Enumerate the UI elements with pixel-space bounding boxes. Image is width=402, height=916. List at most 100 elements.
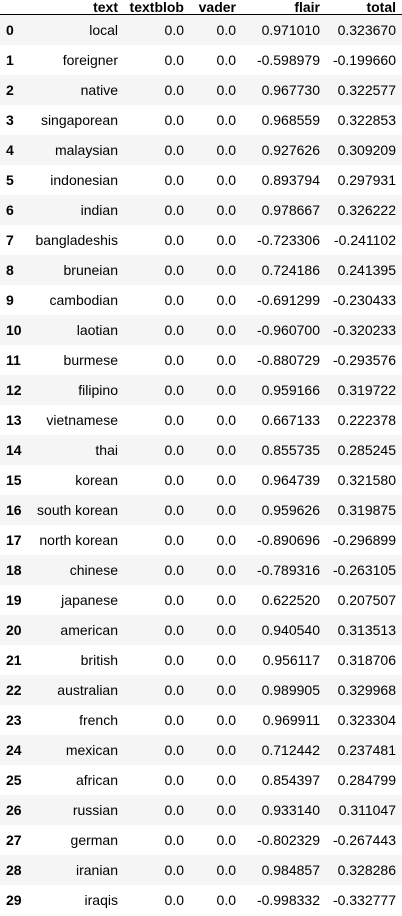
row-index: 9 — [6, 292, 14, 308]
row-index: 19 — [6, 592, 22, 608]
row-index: 7 — [6, 232, 14, 248]
cell-vader: 0.0 — [216, 622, 236, 638]
row-index: 28 — [6, 862, 22, 878]
table-row: 6 indian 0.0 0.0 0.978667 0.326222 — [0, 195, 402, 225]
cell-vader: 0.0 — [216, 202, 236, 218]
cell-total: 0.309209 — [337, 142, 396, 158]
header-row: text textblob vader flair total — [0, 0, 402, 15]
cell-flair: -0.880729 — [256, 352, 320, 368]
cell-textblob: 0.0 — [164, 712, 184, 728]
cell-text: north korean — [39, 532, 118, 548]
cell-flair: 0.712442 — [261, 742, 320, 758]
cell-flair: -0.789316 — [256, 562, 320, 578]
cell-text: french — [79, 712, 118, 728]
cell-textblob: 0.0 — [164, 862, 184, 878]
cell-vader: 0.0 — [216, 832, 236, 848]
cell-text: filipino — [78, 382, 118, 398]
cell-total: 0.313513 — [337, 622, 396, 638]
column-header-text: text — [28, 0, 124, 15]
cell-vader: 0.0 — [216, 82, 236, 98]
cell-textblob: 0.0 — [164, 742, 184, 758]
cell-textblob: 0.0 — [164, 202, 184, 218]
row-index: 24 — [6, 742, 22, 758]
table-row: 23 french 0.0 0.0 0.969911 0.323304 — [0, 705, 402, 735]
cell-flair: 0.959166 — [261, 382, 320, 398]
cell-vader: 0.0 — [216, 562, 236, 578]
cell-text: japanese — [61, 592, 118, 608]
cell-total: 0.297931 — [337, 172, 396, 188]
cell-flair: 0.893794 — [261, 172, 320, 188]
table-row: 1 foreigner 0.0 0.0 -0.598979 -0.199660 — [0, 45, 402, 75]
table-row: 22 australian 0.0 0.0 0.989905 0.329968 — [0, 675, 402, 705]
column-header-total: total — [326, 0, 402, 15]
cell-text: foreigner — [62, 52, 118, 68]
cell-textblob: 0.0 — [164, 502, 184, 518]
cell-vader: 0.0 — [216, 802, 236, 818]
cell-text: indian — [80, 202, 118, 218]
row-index: 12 — [6, 382, 22, 398]
table-row: 20 american 0.0 0.0 0.940540 0.313513 — [0, 615, 402, 645]
cell-total: 0.322853 — [337, 112, 396, 128]
cell-text: cambodian — [49, 292, 119, 308]
cell-textblob: 0.0 — [164, 532, 184, 548]
cell-text: bruneian — [63, 262, 119, 278]
row-index: 25 — [6, 772, 22, 788]
cell-textblob: 0.0 — [164, 772, 184, 788]
cell-text: thai — [95, 442, 118, 458]
cell-text: vietnamese — [46, 412, 118, 428]
cell-flair: -0.691299 — [256, 292, 320, 308]
cell-textblob: 0.0 — [164, 172, 184, 188]
cell-total: 0.241395 — [337, 262, 396, 278]
column-header-vader: vader — [190, 0, 242, 15]
cell-vader: 0.0 — [216, 592, 236, 608]
cell-flair: 0.927626 — [261, 142, 320, 158]
cell-text: south korean — [37, 502, 118, 518]
table-row: 3 singaporean 0.0 0.0 0.968559 0.322853 — [0, 105, 402, 135]
cell-textblob: 0.0 — [164, 622, 184, 638]
table-row: 5 indonesian 0.0 0.0 0.893794 0.297931 — [0, 165, 402, 195]
cell-textblob: 0.0 — [164, 652, 184, 668]
cell-vader: 0.0 — [216, 742, 236, 758]
cell-text: russian — [72, 802, 118, 818]
cell-flair: 0.964739 — [261, 472, 320, 488]
row-index: 6 — [6, 202, 14, 218]
cell-text: local — [89, 22, 118, 38]
cell-textblob: 0.0 — [164, 412, 184, 428]
cell-text: malaysian — [54, 142, 118, 158]
cell-vader: 0.0 — [216, 52, 236, 68]
cell-total: 0.237481 — [337, 742, 396, 758]
cell-total: 0.319875 — [337, 502, 396, 518]
cell-flair: -0.598979 — [256, 52, 320, 68]
cell-text: korean — [75, 472, 118, 488]
table-row: 8 bruneian 0.0 0.0 0.724186 0.241395 — [0, 255, 402, 285]
cell-total: -0.332777 — [332, 892, 396, 908]
table-row: 14 thai 0.0 0.0 0.855735 0.285245 — [0, 435, 402, 465]
cell-vader: 0.0 — [216, 22, 236, 38]
cell-textblob: 0.0 — [164, 352, 184, 368]
cell-textblob: 0.0 — [164, 802, 184, 818]
row-index: 23 — [6, 712, 22, 728]
row-index: 3 — [6, 112, 14, 128]
cell-total: 0.328286 — [337, 862, 396, 878]
cell-text: german — [70, 832, 118, 848]
column-header-textblob: textblob — [124, 0, 190, 15]
row-index: 11 — [6, 352, 21, 368]
cell-vader: 0.0 — [216, 322, 236, 338]
table-row: 15 korean 0.0 0.0 0.964739 0.321580 — [0, 465, 402, 495]
cell-vader: 0.0 — [216, 472, 236, 488]
cell-flair: 0.956117 — [262, 652, 320, 668]
cell-flair: -0.723306 — [256, 232, 320, 248]
cell-flair: 0.967730 — [261, 82, 320, 98]
table-row: 4 malaysian 0.0 0.0 0.927626 0.309209 — [0, 135, 402, 165]
cell-text: singaporean — [40, 112, 118, 128]
table-row: 27 german 0.0 0.0 -0.802329 -0.267443 — [0, 825, 402, 855]
table-row: 29 iraqis 0.0 0.0 -0.998332 -0.332777 — [0, 885, 402, 915]
cell-text: native — [80, 82, 118, 98]
cell-total: 0.222378 — [337, 412, 396, 428]
cell-total: -0.230433 — [332, 292, 396, 308]
cell-textblob: 0.0 — [164, 592, 184, 608]
cell-vader: 0.0 — [216, 142, 236, 158]
cell-total: 0.207507 — [337, 592, 396, 608]
cell-vader: 0.0 — [216, 682, 236, 698]
